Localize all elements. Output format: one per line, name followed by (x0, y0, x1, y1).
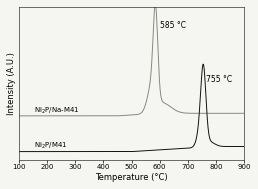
Text: 755 °C: 755 °C (206, 75, 232, 84)
Y-axis label: Intensity (A.U.): Intensity (A.U.) (7, 52, 16, 115)
X-axis label: Temperature (°C): Temperature (°C) (95, 173, 168, 182)
Text: 585 °C: 585 °C (160, 21, 186, 30)
Text: Ni$_2$P/Na-M41: Ni$_2$P/Na-M41 (34, 105, 80, 116)
Text: Ni$_2$P/M41: Ni$_2$P/M41 (34, 141, 68, 151)
